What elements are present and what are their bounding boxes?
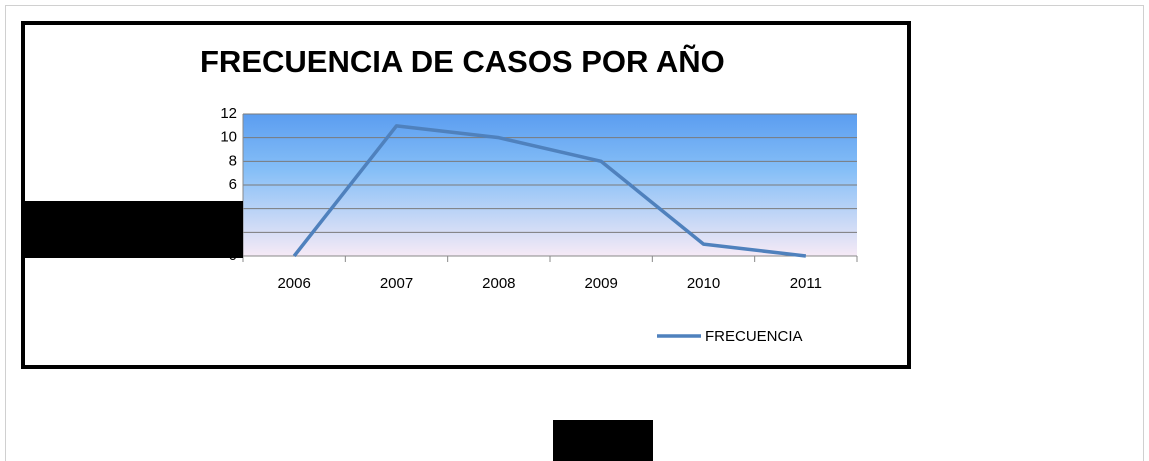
y-tick-label: 12 — [220, 105, 237, 122]
y-tick-label: 6 — [229, 176, 237, 193]
x-tick-label: 2011 — [790, 275, 822, 292]
chart-title: FRECUENCIA DE CASOS POR AÑO — [200, 44, 725, 79]
y-label-box — [22, 201, 243, 258]
page-frame — [5, 5, 1144, 461]
legend-label: FRECUENCIA — [705, 328, 803, 345]
y-tick-label: 8 — [229, 152, 237, 169]
y-tick-label: 10 — [220, 129, 237, 146]
x-tick-label: 2008 — [482, 275, 515, 292]
x-tick-label: 2009 — [584, 275, 617, 292]
series-line — [292, 124, 807, 258]
x-label-box — [553, 420, 653, 461]
x-tick-label: 2007 — [380, 275, 413, 292]
x-tick-label: 2006 — [277, 275, 310, 292]
x-axis-label: AÑO — [581, 432, 625, 455]
x-tick-label: 2010 — [687, 275, 720, 292]
y-axis-label: No. DE CASOS — [61, 217, 203, 239]
